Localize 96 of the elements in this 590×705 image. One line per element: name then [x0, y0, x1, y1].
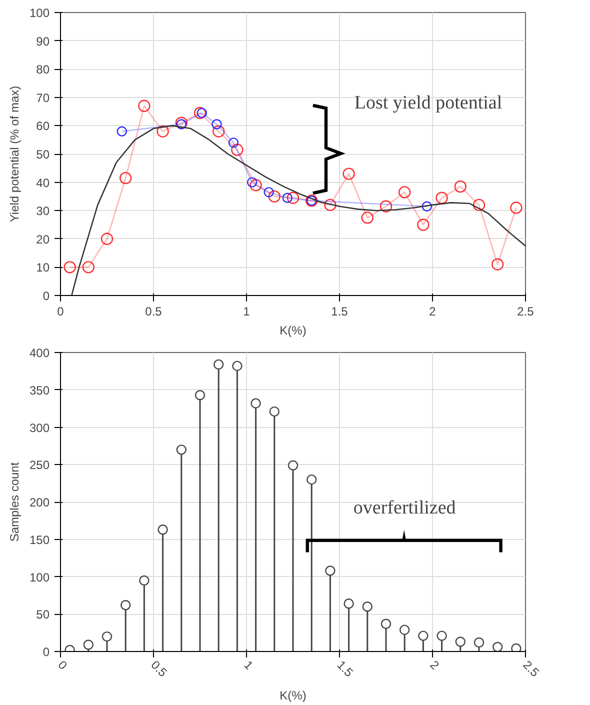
point — [156, 125, 169, 138]
y-tick-label: 150 — [29, 532, 50, 547]
point — [362, 602, 372, 612]
point — [176, 444, 186, 455]
point — [269, 406, 280, 417]
point — [380, 200, 392, 212]
y-tick-label: 70 — [36, 90, 50, 105]
point — [306, 474, 317, 485]
point — [492, 258, 504, 270]
point — [176, 119, 186, 130]
point — [492, 642, 503, 652]
y-tick-label: 40 — [36, 176, 50, 190]
point — [422, 201, 432, 212]
point — [418, 630, 428, 641]
x-tick-label: 1.5 — [331, 304, 348, 318]
point — [231, 144, 244, 156]
y-tick-label: 50 — [36, 608, 50, 622]
x-tick-label: 1.5 — [334, 658, 356, 680]
point — [64, 261, 76, 274]
point — [246, 177, 258, 188]
point — [264, 187, 274, 198]
point — [158, 524, 168, 535]
y-tick-label: 400 — [29, 346, 50, 360]
point — [474, 637, 484, 648]
point — [83, 640, 94, 650]
point — [342, 168, 355, 180]
point — [436, 630, 447, 641]
point — [417, 218, 430, 231]
point — [455, 636, 466, 647]
x-tick-label: 1 — [241, 658, 256, 673]
y-tick-label: 80 — [36, 62, 50, 77]
y-axis-title: Yield potential (% of max) — [7, 86, 22, 222]
point — [398, 186, 411, 198]
point — [324, 198, 336, 212]
x-tick-label: 2 — [429, 304, 436, 318]
line-series — [71, 125, 526, 296]
y-tick-label: 90 — [36, 34, 50, 48]
point — [82, 261, 94, 274]
y-tick-label: 100 — [29, 570, 50, 584]
point — [194, 106, 206, 120]
point — [268, 190, 280, 203]
point — [344, 598, 354, 609]
point — [250, 179, 262, 192]
point — [436, 192, 448, 204]
point — [138, 100, 150, 112]
point — [102, 631, 112, 642]
y-tick-label: 20 — [36, 232, 50, 246]
annotation: Lost yield potential — [354, 92, 502, 114]
point — [380, 618, 392, 629]
point — [212, 119, 222, 130]
point — [196, 108, 207, 118]
point — [400, 624, 410, 635]
x-tick-label: 2 — [427, 658, 442, 673]
point — [228, 138, 239, 148]
y-tick-label: 50 — [36, 148, 50, 162]
point — [120, 172, 132, 184]
y-tick-label: 350 — [29, 383, 50, 398]
point — [139, 575, 150, 586]
point — [250, 398, 261, 408]
x-axis-title: K(%) — [280, 688, 306, 703]
y-tick-label: 300 — [29, 420, 50, 435]
point — [472, 198, 486, 212]
point — [116, 126, 127, 136]
point — [361, 212, 374, 224]
annotation: overfertilized — [353, 497, 456, 518]
y-tick-label: 0 — [42, 645, 50, 659]
point — [212, 125, 225, 138]
y-tick-label: 250 — [29, 458, 50, 472]
point — [325, 566, 336, 576]
y-tick-label: 200 — [29, 496, 50, 510]
x-tick-label: 2.5 — [517, 304, 534, 318]
x-tick-label: 0 — [55, 658, 70, 673]
point — [454, 180, 466, 193]
point — [510, 202, 522, 214]
y-tick-label: 10 — [36, 260, 50, 275]
point — [288, 460, 298, 470]
x-tick-label: 0.5 — [148, 658, 170, 680]
point — [120, 600, 131, 610]
x-tick-label: 0 — [57, 304, 64, 318]
point — [286, 192, 300, 204]
y-tick-label: 60 — [36, 119, 50, 134]
y-tick-label: 0 — [42, 289, 50, 303]
point — [194, 390, 206, 400]
y-tick-label: 100 — [29, 6, 50, 20]
point — [232, 360, 242, 372]
x-tick-label: 2.5 — [520, 658, 542, 680]
point — [175, 116, 188, 129]
y-axis-title: Samples count — [7, 462, 22, 542]
x-axis-title: K(%) — [280, 324, 306, 338]
y-tick-label: 30 — [36, 204, 50, 218]
point — [511, 643, 522, 652]
point — [100, 232, 114, 245]
x-tick-label: 1 — [243, 304, 250, 318]
x-tick-label: 0.5 — [145, 304, 162, 318]
point — [214, 359, 224, 370]
point — [282, 192, 293, 203]
